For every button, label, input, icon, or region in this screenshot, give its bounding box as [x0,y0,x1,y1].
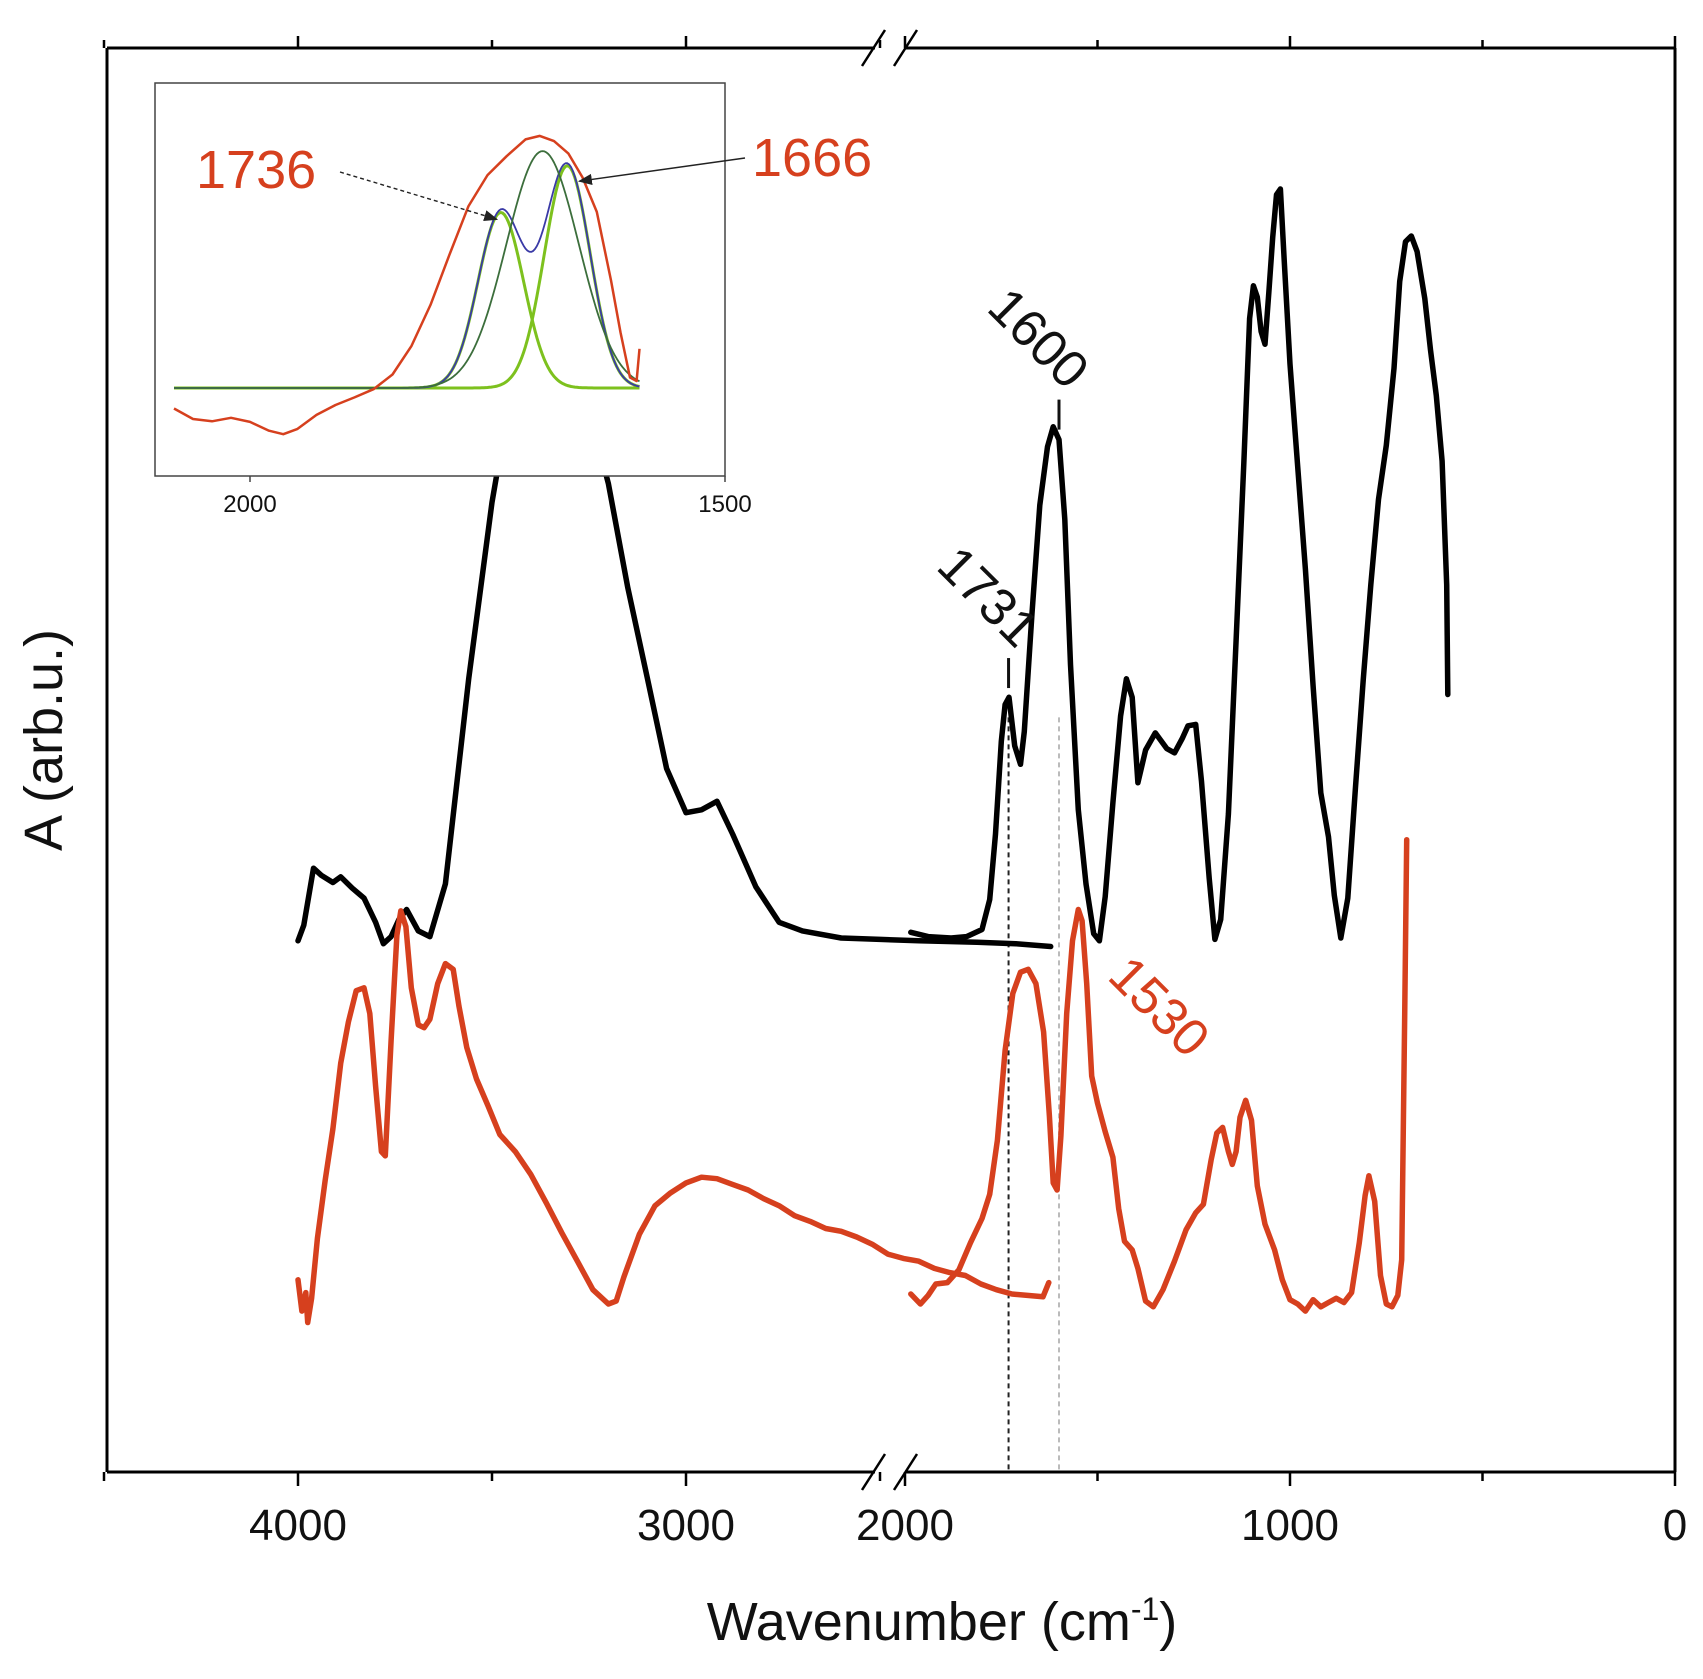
reference-lines [1007,717,1060,1472]
inset-tick-label: 2000 [223,491,276,518]
inset-ticks: 2000 1500 [223,476,752,518]
x-tick-label: 2000 [856,1501,954,1550]
inset-arrow-1736 [339,171,499,222]
black-spectrum-line-right [908,186,1451,944]
x-axis-title-sup: -1 [1131,1591,1159,1627]
x-axis-tick-labels: 4000 3000 2000 1000 0 [249,1501,1687,1550]
inset-arrow-1666 [577,157,746,185]
inset-plot: 2000 1500 1736 1666 [154,82,872,518]
x-tick-label: 4000 [249,1501,347,1550]
x-tick-label: 0 [1663,1501,1687,1550]
inset-measured [173,134,641,436]
inset-tick-label: 1500 [698,491,751,518]
x-axis-title-close: ) [1159,1592,1177,1652]
x-axis-title-main: Wavenumber (cm [707,1592,1131,1652]
peak-label-1530: 1530 [1097,946,1220,1069]
red-spectrum-line-left [295,908,1052,1326]
inset-label-1666: 1666 [752,128,872,188]
y-axis-title: A (arb.u.) [14,629,74,851]
red-spectrum-line-right [908,836,1410,1314]
inset-envelope [174,150,640,389]
x-tick-label: 1000 [1241,1501,1339,1550]
peak-label-1600: 1600 [977,277,1100,400]
inset-label-1736: 1736 [196,140,316,200]
x-axis-title: Wavenumber (cm-1) [707,1591,1178,1652]
inset-labels: 1736 1666 [196,128,872,222]
inset-curves [173,134,641,436]
x-axis-ticks [102,36,1677,1486]
x-tick-label: 3000 [637,1501,735,1550]
